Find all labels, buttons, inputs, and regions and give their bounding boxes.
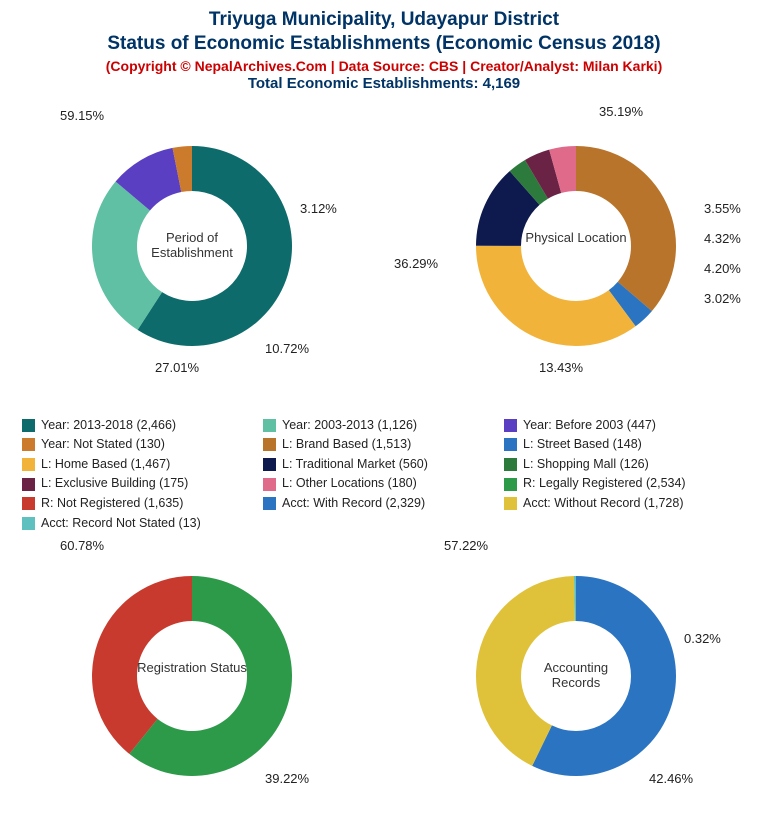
pct-label: 10.72% — [265, 341, 309, 356]
legend-text: L: Street Based (148) — [523, 437, 642, 453]
legend-swatch — [22, 438, 35, 451]
legend-text: Acct: Record Not Stated (13) — [41, 516, 201, 532]
legend-text: R: Not Registered (1,635) — [41, 496, 183, 512]
legend-swatch — [263, 478, 276, 491]
legend-text: L: Traditional Market (560) — [282, 457, 428, 473]
legend-swatch — [263, 419, 276, 432]
legend-swatch — [504, 438, 517, 451]
pct-label: 3.02% — [704, 291, 741, 306]
legend-item: L: Shopping Mall (126) — [504, 455, 745, 475]
legend-swatch — [504, 478, 517, 491]
legend-swatch — [504, 458, 517, 471]
pct-label: 27.01% — [155, 360, 199, 375]
donut-svg — [384, 96, 768, 396]
legend-item: Year: 2003-2013 (1,126) — [263, 416, 504, 436]
legend-text: L: Other Locations (180) — [282, 476, 417, 492]
legend-text: Acct: Without Record (1,728) — [523, 496, 683, 512]
header: Triyuga Municipality, Udayapur District … — [0, 0, 768, 96]
pct-label: 57.22% — [444, 538, 488, 553]
legend: Year: 2013-2018 (2,466) Year: 2003-2013 (… — [22, 416, 746, 534]
legend-item: Year: 2013-2018 (2,466) — [22, 416, 263, 436]
donut-slice — [576, 146, 676, 311]
legend-item: Acct: Record Not Stated (13) — [22, 514, 263, 534]
donut-svg — [0, 526, 384, 826]
legend-text: L: Home Based (1,467) — [41, 457, 170, 473]
legend-item: Year: Not Stated (130) — [22, 435, 263, 455]
chart-accounting: Accounting Records57.22%42.46%0.32% — [384, 526, 768, 836]
legend-swatch — [263, 497, 276, 510]
pct-label: 35.19% — [599, 104, 643, 119]
title-line-1: Triyuga Municipality, Udayapur District — [12, 8, 756, 32]
legend-item: L: Traditional Market (560) — [263, 455, 504, 475]
legend-item: L: Exclusive Building (175) — [22, 474, 263, 494]
pct-label: 60.78% — [60, 538, 104, 553]
legend-swatch — [22, 478, 35, 491]
legend-text: Year: 2013-2018 (2,466) — [41, 418, 176, 434]
legend-item: Acct: Without Record (1,728) — [504, 494, 745, 514]
legend-text: L: Exclusive Building (175) — [41, 476, 188, 492]
legend-text: Year: 2003-2013 (1,126) — [282, 418, 417, 434]
legend-swatch — [504, 419, 517, 432]
legend-item: R: Not Registered (1,635) — [22, 494, 263, 514]
pct-label: 42.46% — [649, 771, 693, 786]
total-line: Total Economic Establishments: 4,169 — [12, 75, 756, 92]
donut-svg — [0, 96, 384, 396]
legend-swatch — [22, 458, 35, 471]
pct-label: 3.55% — [704, 201, 741, 216]
legend-item: R: Legally Registered (2,534) — [504, 474, 745, 494]
legend-text: Year: Not Stated (130) — [41, 437, 165, 453]
subtitle: (Copyright © NepalArchives.Com | Data So… — [12, 58, 756, 74]
pct-label: 4.20% — [704, 261, 741, 276]
pct-label: 4.32% — [704, 231, 741, 246]
pct-label: 3.12% — [300, 201, 337, 216]
pct-label: 36.29% — [394, 256, 438, 271]
pct-label: 13.43% — [539, 360, 583, 375]
charts-grid: Period of Establishment59.15%27.01%10.72… — [0, 96, 768, 776]
legend-text: R: Legally Registered (2,534) — [523, 476, 686, 492]
legend-text: Year: Before 2003 (447) — [523, 418, 656, 434]
legend-swatch — [22, 419, 35, 432]
chart-registration: Registration Status60.78%39.22% — [0, 526, 384, 836]
legend-item: L: Brand Based (1,513) — [263, 435, 504, 455]
legend-item: L: Home Based (1,467) — [22, 455, 263, 475]
legend-text: L: Shopping Mall (126) — [523, 457, 649, 473]
legend-item: L: Other Locations (180) — [263, 474, 504, 494]
title-line-2: Status of Economic Establishments (Econo… — [12, 32, 756, 56]
donut-svg — [384, 526, 768, 826]
legend-text: L: Brand Based (1,513) — [282, 437, 411, 453]
legend-swatch — [263, 438, 276, 451]
donut-slice — [92, 576, 192, 754]
legend-swatch — [504, 497, 517, 510]
legend-swatch — [263, 458, 276, 471]
legend-swatch — [22, 517, 35, 530]
legend-item: Year: Before 2003 (447) — [504, 416, 745, 436]
pct-label: 59.15% — [60, 108, 104, 123]
pct-label: 0.32% — [684, 631, 721, 646]
pct-label: 39.22% — [265, 771, 309, 786]
donut-slice — [476, 245, 636, 345]
chart-location: Physical Location36.29%3.55%35.19%13.43%… — [384, 96, 768, 406]
chart-period: Period of Establishment59.15%27.01%10.72… — [0, 96, 384, 406]
legend-item: Acct: With Record (2,329) — [263, 494, 504, 514]
legend-text: Acct: With Record (2,329) — [282, 496, 425, 512]
legend-swatch — [22, 497, 35, 510]
legend-item: L: Street Based (148) — [504, 435, 745, 455]
